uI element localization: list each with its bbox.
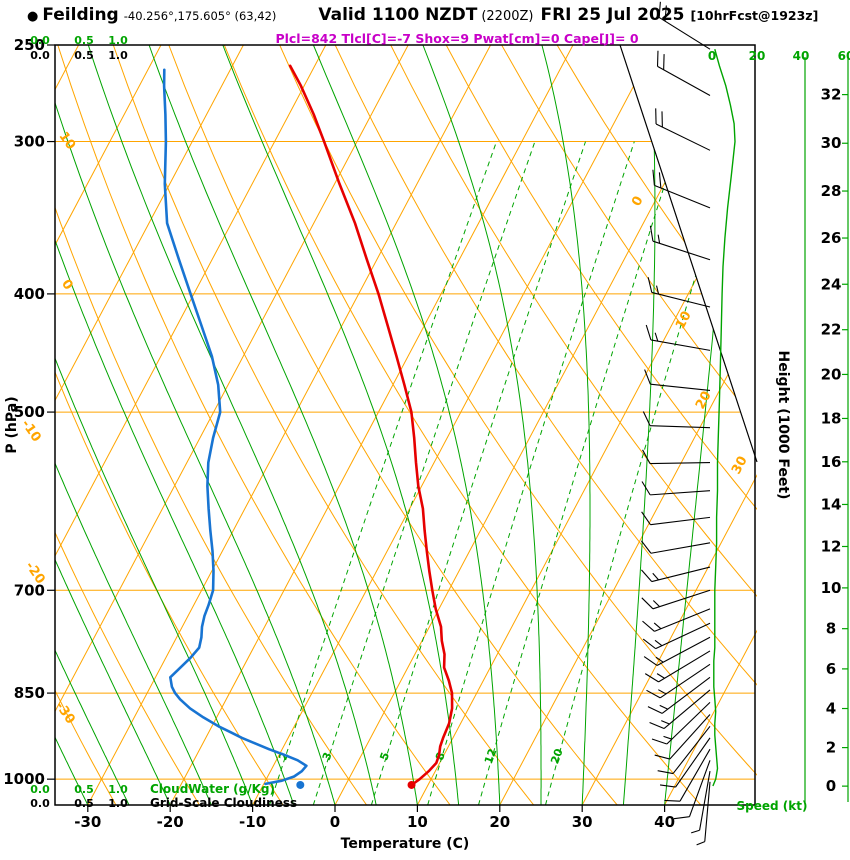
svg-text:26: 26 xyxy=(821,229,842,247)
svg-text:2: 2 xyxy=(276,751,291,763)
wind-barbs xyxy=(640,1,711,846)
svg-text:700: 700 xyxy=(14,581,45,599)
svg-text:1.0: 1.0 xyxy=(108,797,128,810)
svg-text:1.0: 1.0 xyxy=(108,34,128,47)
svg-text:5: 5 xyxy=(377,751,392,763)
valid-date: FRI 25 Jul 2025 xyxy=(540,5,685,25)
svg-text:250: 250 xyxy=(14,36,45,54)
svg-text:4: 4 xyxy=(826,700,836,718)
svg-text:16: 16 xyxy=(821,453,842,471)
svg-text:20: 20 xyxy=(489,813,510,831)
svg-text:60: 60 xyxy=(838,49,850,63)
speed-axis: 0204060Speed (kt) xyxy=(708,49,850,813)
svg-text:Temperature (C): Temperature (C) xyxy=(341,836,470,852)
svg-text:1000: 1000 xyxy=(3,770,45,788)
svg-text:0.5: 0.5 xyxy=(74,783,94,796)
svg-text:20: 20 xyxy=(821,365,842,383)
svg-text:-30: -30 xyxy=(52,699,78,727)
svg-text:500: 500 xyxy=(14,403,45,421)
svg-text:0: 0 xyxy=(330,813,340,831)
svg-text:30: 30 xyxy=(729,454,751,477)
grid-lines xyxy=(55,45,757,805)
svg-text:-20: -20 xyxy=(157,813,184,831)
svg-text:1.0: 1.0 xyxy=(108,49,128,62)
svg-text:12: 12 xyxy=(482,747,499,766)
sounding-indices: Plcl=842 Tlcl[C]=-7 Shox=9 Pwat[cm]=0 Ca… xyxy=(275,31,639,46)
svg-text:8: 8 xyxy=(826,620,836,638)
svg-text:0: 0 xyxy=(629,194,646,209)
svg-text:P (hPa): P (hPa) xyxy=(4,396,20,453)
forecast-tag: [10hrFcst@1923z] xyxy=(690,8,819,23)
svg-text:Height (1000 Feet): Height (1000 Feet) xyxy=(775,351,791,500)
temperature-trace xyxy=(288,64,454,789)
svg-text:0.0: 0.0 xyxy=(30,797,50,810)
svg-text:40: 40 xyxy=(654,813,675,831)
svg-text:-10: -10 xyxy=(18,417,44,445)
station-coords: -40.256°,175.605° (63,42) xyxy=(123,9,277,23)
svg-text:18: 18 xyxy=(821,409,842,427)
cloudiness-profile xyxy=(712,49,736,787)
plot-frame xyxy=(54,44,758,806)
svg-text:14: 14 xyxy=(821,495,842,513)
svg-text:20: 20 xyxy=(548,747,566,766)
svg-text:300: 300 xyxy=(14,133,45,151)
svg-text:2: 2 xyxy=(826,739,836,757)
svg-text:40: 40 xyxy=(793,49,810,63)
svg-text:3: 3 xyxy=(320,751,335,763)
svg-text:Speed (kt): Speed (kt) xyxy=(737,799,808,813)
cloud-scales: 0.00.00.00.00.50.50.50.51.01.01.01.0Clou… xyxy=(30,34,297,810)
svg-text:22: 22 xyxy=(821,321,842,339)
svg-text:8: 8 xyxy=(433,751,448,763)
valid-time-utc: (2200Z) xyxy=(481,9,534,24)
station-bullet-icon: ● xyxy=(27,9,39,24)
svg-text:0.5: 0.5 xyxy=(74,34,94,47)
valid-time: Valid 1100 NZDT xyxy=(318,5,478,25)
svg-text:28: 28 xyxy=(821,182,842,200)
svg-text:0: 0 xyxy=(708,49,716,63)
svg-text:-30: -30 xyxy=(74,813,101,831)
dewpoint-trace xyxy=(162,68,308,789)
svg-text:0.5: 0.5 xyxy=(74,797,94,810)
svg-text:Grid-Scale Cloudiness: Grid-Scale Cloudiness xyxy=(150,796,297,810)
svg-text:0.0: 0.0 xyxy=(30,49,50,62)
titlebar: ● Feilding -40.256°,175.605° (63,42) Val… xyxy=(27,5,842,25)
svg-text:30: 30 xyxy=(572,813,593,831)
station-name: Feilding xyxy=(42,5,119,25)
svg-text:20: 20 xyxy=(693,389,715,412)
svg-text:10: 10 xyxy=(821,579,842,597)
svg-text:0: 0 xyxy=(58,277,75,293)
svg-text:20: 20 xyxy=(749,49,766,63)
svg-text:-10: -10 xyxy=(239,813,266,831)
svg-text:0.0: 0.0 xyxy=(30,783,50,796)
surface-temperature-dot xyxy=(407,780,416,789)
svg-text:CloudWater (g/Kg): CloudWater (g/Kg) xyxy=(150,782,275,796)
svg-text:10: 10 xyxy=(407,813,428,831)
svg-text:10: 10 xyxy=(673,309,695,332)
svg-text:0: 0 xyxy=(826,777,836,795)
svg-text:24: 24 xyxy=(821,275,842,293)
svg-text:850: 850 xyxy=(14,684,45,702)
svg-text:10: 10 xyxy=(56,129,79,152)
svg-text:400: 400 xyxy=(14,285,45,303)
surface-dewpoint-dot xyxy=(296,780,305,789)
svg-text:30: 30 xyxy=(821,134,842,152)
svg-text:32: 32 xyxy=(821,86,842,104)
svg-text:6: 6 xyxy=(826,660,836,678)
svg-text:1.0: 1.0 xyxy=(108,783,128,796)
svg-text:12: 12 xyxy=(821,537,842,555)
svg-text:0.0: 0.0 xyxy=(30,34,50,47)
svg-text:0.5: 0.5 xyxy=(74,49,94,62)
